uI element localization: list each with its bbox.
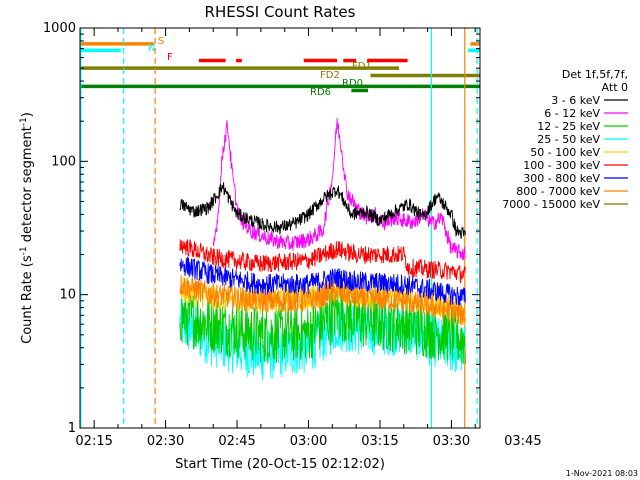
legend-entry-label: 25 - 50 keV — [537, 133, 600, 146]
y-label-part: -1 — [19, 117, 29, 126]
footer-date: 1-Nov-2021 08:03 — [566, 469, 638, 478]
x-tick-label: 03:45 — [504, 434, 541, 449]
legend-header: Det 1f,5f,7f, — [562, 68, 628, 81]
legend-entry-label: 300 - 800 keV — [523, 172, 600, 185]
legend-entry-label: 50 - 100 keV — [530, 146, 600, 159]
flag-label: FD1 — [352, 61, 372, 72]
x-axis-label: Start Time (20-Oct-15 02:12:02) — [175, 457, 385, 472]
y-axis-label: Count Rate (s-1 detector segment-1) — [19, 112, 35, 344]
series-line — [179, 256, 466, 306]
x-tick-label: 03:00 — [290, 434, 327, 449]
legend-entry-label: 800 - 7000 keV — [516, 185, 600, 198]
x-tick-label: 02:30 — [147, 434, 184, 449]
y-label-part: Count Rate (s — [20, 255, 35, 344]
legend-entry-label: 12 - 25 keV — [537, 120, 600, 133]
y-label-part: -1 — [19, 246, 29, 255]
flag-label: N — [148, 43, 155, 54]
series-line — [212, 118, 466, 261]
y-label-part: detector segment — [20, 126, 35, 246]
legend-header: Att 0 — [602, 81, 628, 94]
x-tick-label: 03:15 — [361, 434, 398, 449]
x-tick-label: 03:30 — [433, 434, 470, 449]
axes: 1 10 100 1000 02:15 02:30 02:45 03:00 03:15 03:30… — [43, 21, 542, 449]
flag-label: RD0 — [342, 78, 363, 89]
legend-entry-label: 3 - 6 keV — [551, 94, 600, 107]
series-layer — [179, 118, 466, 381]
plot-frame — [79, 27, 481, 429]
x-tick-label: 02:45 — [218, 434, 255, 449]
x-tick-label: 02:15 — [75, 434, 112, 449]
flag-label: S — [158, 36, 164, 47]
legend-entry-label: 6 - 12 keV — [544, 107, 600, 120]
series-line — [179, 239, 466, 284]
y-label-part: ) — [20, 112, 35, 117]
series-line — [179, 274, 466, 326]
vertical-markers — [80, 28, 478, 428]
chart-title: RHESSI Count Rates — [205, 3, 356, 21]
legend-entry-label: 7000 - 15000 keV — [502, 198, 600, 211]
legend-entry-label: 100 - 300 keV — [523, 159, 600, 172]
y-tick-label: 1000 — [43, 21, 76, 36]
flag-label: FD2 — [320, 70, 340, 81]
y-tick-label: 10 — [59, 288, 76, 303]
series-line — [179, 288, 466, 364]
y-tick-label: 100 — [51, 154, 76, 169]
flag-label: RD6 — [310, 87, 331, 98]
series-line — [179, 182, 466, 239]
flag-label: F — [167, 52, 173, 63]
y-tick-label: 1 — [68, 421, 76, 436]
